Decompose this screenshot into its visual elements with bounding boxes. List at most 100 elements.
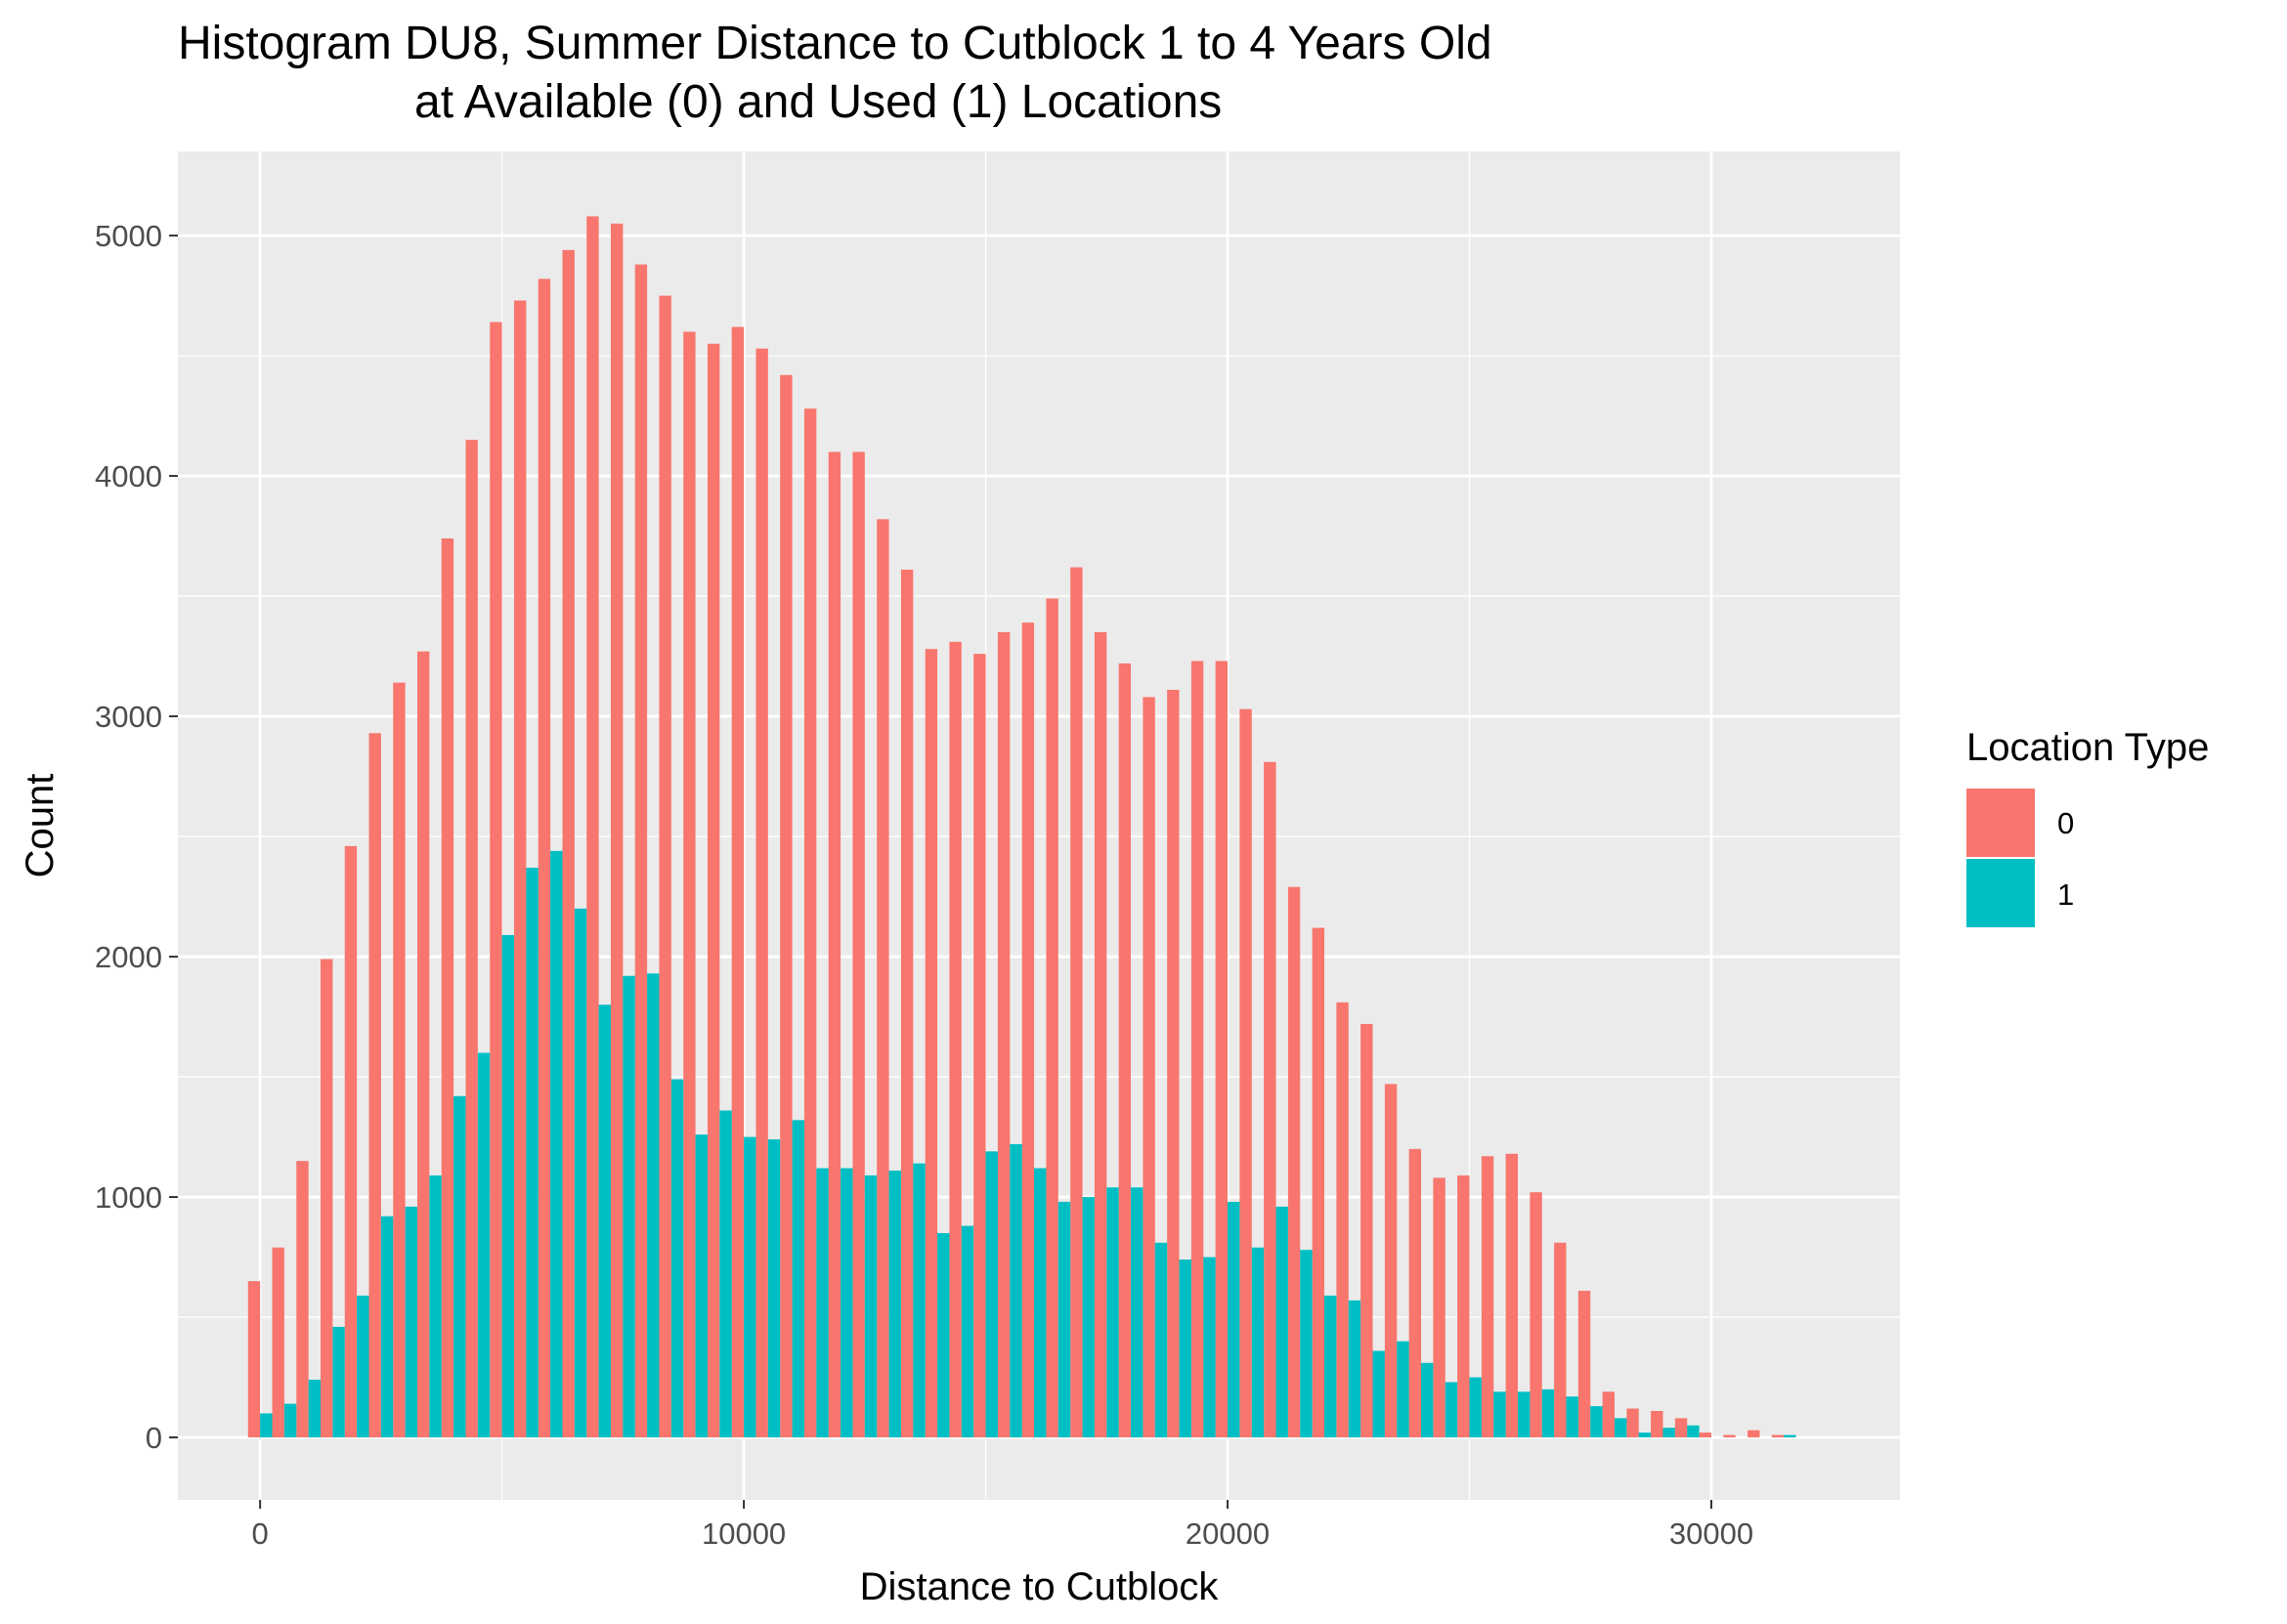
- bar-series-1: [1445, 1382, 1458, 1438]
- bar-series-1: [1057, 1201, 1071, 1438]
- bar-series-1: [1590, 1406, 1603, 1438]
- x-axis: 0 10000 20000 30000: [252, 1500, 1753, 1551]
- bar-series-1: [380, 1216, 394, 1438]
- bar-series-0: [900, 570, 914, 1438]
- bar-series-1: [670, 1079, 684, 1438]
- bar-series-0: [1626, 1408, 1639, 1438]
- bar-series-0: [1215, 661, 1229, 1438]
- bar-series-0: [562, 249, 575, 1438]
- bar-series-1: [1541, 1389, 1555, 1438]
- bar-series-1: [1517, 1391, 1531, 1438]
- bar-series-0: [296, 1161, 309, 1438]
- bar-series-1: [332, 1326, 345, 1438]
- bar-series-1: [260, 1413, 273, 1438]
- bar-series-1: [1421, 1362, 1434, 1438]
- bar-series-0: [368, 733, 381, 1438]
- bar-series-0: [490, 321, 502, 1438]
- bar-series-0: [610, 223, 624, 1438]
- bar-series-0: [465, 440, 478, 1438]
- bar-series-0: [1433, 1177, 1446, 1438]
- x-tick-label: 0: [252, 1517, 269, 1551]
- legend-label-0: 0: [2057, 806, 2074, 840]
- bar-series-1: [744, 1136, 756, 1438]
- bar-series-0: [1336, 1002, 1349, 1438]
- bar-series-1: [1348, 1300, 1361, 1438]
- bar-series-0: [1481, 1156, 1494, 1438]
- bar-series-0: [1748, 1430, 1760, 1438]
- bar-series-0: [1264, 761, 1276, 1438]
- bar-series-0: [997, 631, 1011, 1438]
- bar-series-0: [755, 348, 768, 1438]
- bar-series-1: [1228, 1201, 1240, 1438]
- bar-series-1: [550, 850, 563, 1438]
- x-tick-label: 10000: [702, 1517, 786, 1551]
- chart-title-line-1: Histogram DU8, Summer Distance to Cutblo…: [178, 18, 1492, 69]
- bar-series-1: [1614, 1418, 1627, 1438]
- bar-series-1: [357, 1295, 369, 1438]
- bar-series-0: [1312, 927, 1325, 1438]
- bar-series-0: [1360, 1023, 1373, 1438]
- bar-series-1: [598, 1004, 611, 1438]
- bar-series-0: [416, 651, 430, 1438]
- bar-series-0: [1190, 661, 1204, 1438]
- bar-series-1: [1687, 1425, 1700, 1438]
- y-tick-label: 2000: [95, 940, 162, 974]
- bar-series-1: [913, 1163, 926, 1438]
- bars: [247, 216, 1796, 1438]
- bar-series-0: [1021, 622, 1035, 1438]
- y-axis-title: Count: [19, 774, 62, 878]
- bar-series-0: [1530, 1192, 1542, 1438]
- bar-series-1: [792, 1120, 804, 1438]
- bar-series-0: [731, 326, 745, 1438]
- bar-series-0: [803, 408, 817, 1438]
- bar-series-1: [1324, 1295, 1337, 1438]
- bar-series-1: [405, 1206, 417, 1438]
- bar-series-1: [1131, 1187, 1144, 1438]
- bar-series-0: [877, 519, 889, 1438]
- y-tick-label: 4000: [95, 459, 162, 493]
- bar-series-1: [1179, 1260, 1191, 1438]
- bar-series-0: [1554, 1242, 1567, 1438]
- bar-series-1: [1082, 1197, 1095, 1438]
- bar-series-0: [247, 1281, 261, 1438]
- bar-series-0: [586, 216, 599, 1438]
- x-tick-label: 30000: [1669, 1517, 1753, 1551]
- bar-series-1: [1372, 1350, 1385, 1438]
- bar-series-1: [961, 1225, 974, 1438]
- bar-series-0: [683, 331, 696, 1438]
- bar-series-1: [1566, 1396, 1578, 1438]
- bar-series-0: [344, 845, 358, 1438]
- bar-series-0: [538, 278, 551, 1438]
- bar-series-0: [393, 682, 406, 1438]
- bar-series-0: [1167, 690, 1180, 1438]
- bar-series-1: [695, 1134, 708, 1438]
- y-tick-label: 0: [146, 1421, 162, 1455]
- bar-series-0: [1070, 567, 1083, 1438]
- y-tick-label: 5000: [95, 219, 162, 253]
- bar-series-0: [925, 649, 938, 1438]
- bar-series-1: [1493, 1391, 1506, 1438]
- bar-series-0: [973, 654, 986, 1438]
- bar-series-1: [864, 1175, 878, 1438]
- bar-series-0: [828, 451, 841, 1438]
- bar-series-1: [1300, 1250, 1313, 1438]
- bar-series-0: [1287, 886, 1301, 1438]
- bar-series-1: [937, 1232, 950, 1438]
- bar-series-1: [526, 868, 539, 1438]
- bar-series-1: [1034, 1168, 1047, 1438]
- y-tick-label: 3000: [95, 700, 162, 734]
- bar-series-1: [1469, 1377, 1482, 1438]
- bar-series-0: [1723, 1434, 1736, 1438]
- legend-key-0: [1966, 789, 2035, 857]
- bar-series-0: [1505, 1153, 1518, 1438]
- bar-series-1: [1397, 1341, 1409, 1438]
- bar-series-0: [272, 1247, 284, 1438]
- legend-title: Location Type: [1966, 726, 2209, 769]
- chart-title-line-2: at Available (0) and Used (1) Locations: [414, 76, 1222, 128]
- bar-series-1: [1251, 1247, 1265, 1438]
- bar-series-1: [308, 1380, 322, 1438]
- x-axis-title: Distance to Cutblock: [860, 1565, 1220, 1608]
- bar-series-1: [1662, 1428, 1675, 1438]
- bar-series-1: [1154, 1242, 1168, 1438]
- bar-series-0: [441, 538, 454, 1438]
